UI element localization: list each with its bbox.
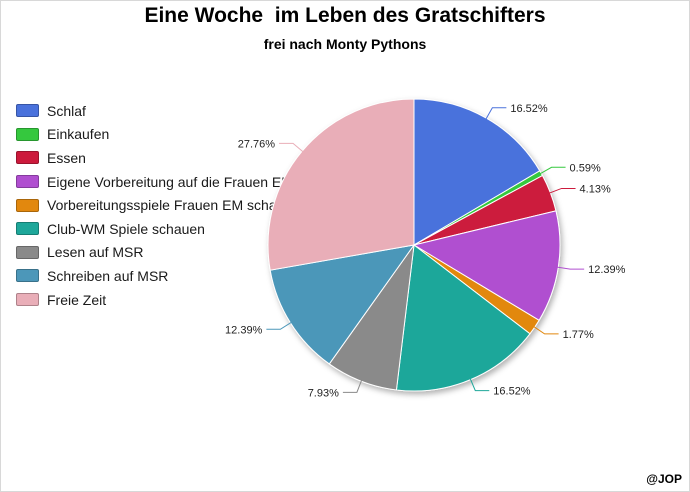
data-label: 12.39% — [588, 264, 626, 276]
legend-label: Vorbereitungsspiele Frauen EM schauen — [47, 197, 300, 214]
legend-label: Schlaf — [47, 102, 86, 119]
legend-label: Freie Zeit — [47, 291, 107, 308]
data-label: 16.52% — [510, 103, 548, 115]
leader-line — [484, 107, 507, 121]
leader-line — [539, 166, 566, 175]
data-label: 7.93% — [308, 387, 339, 399]
legend-item-vorbereitungsspiele-frauen-em-schauen[interactable]: Vorbereitungsspiele Frauen EM schauen — [16, 193, 300, 217]
chart-subtitle: frei nach Monty Pythons — [263, 36, 427, 52]
legend-item-schreiben-auf-msr[interactable]: Schreiben auf MSR — [16, 264, 300, 288]
legend-label: Eigene Vorbereitung auf die Frauen EM — [47, 173, 293, 190]
data-label: 4.13% — [580, 183, 611, 195]
data-label: 12.39% — [225, 324, 263, 336]
leader-line — [279, 142, 305, 153]
legend-item-einkaufen[interactable]: Einkaufen — [16, 123, 300, 147]
legend-swatch — [16, 127, 39, 141]
data-label: 0.59% — [570, 162, 601, 174]
legend-swatch — [16, 104, 39, 118]
legend-item-schlaf[interactable]: Schlaf — [16, 99, 300, 123]
legend-item-lesen-auf-msr[interactable]: Lesen auf MSR — [16, 241, 300, 265]
leader-line — [532, 325, 559, 335]
legend-label: Club-WM Spiele schauen — [47, 220, 205, 237]
legend-swatch — [16, 175, 39, 189]
legend-label: Einkaufen — [47, 126, 110, 143]
leader-line — [266, 321, 293, 330]
data-label: 27.76% — [238, 138, 276, 150]
legend-item-essen[interactable]: Essen — [16, 146, 300, 170]
pie-slice-freie-zeit[interactable] — [267, 98, 415, 271]
leader-line — [556, 266, 585, 270]
legend-swatch — [16, 151, 39, 165]
legend-item-eigene-vorbereitung-auf-die-frauen-em[interactable]: Eigene Vorbereitung auf die Frauen EM — [16, 170, 300, 194]
data-label: 16.52% — [493, 386, 531, 398]
legend: Schlaf Einkaufen Essen Eigene Vorbereitung … — [16, 99, 300, 311]
credit-label: @JOP — [646, 472, 682, 486]
legend-label: Schreiben auf MSR — [47, 267, 169, 284]
leader-line — [548, 187, 576, 194]
leader-line — [469, 377, 490, 392]
legend-item-club-wm-spiele-schauen[interactable]: Club-WM Spiele schauen — [16, 217, 300, 241]
legend-label: Essen — [47, 149, 86, 166]
data-label: 1.77% — [563, 329, 594, 341]
legend-label: Lesen auf MSR — [47, 244, 144, 261]
legend-swatch — [16, 293, 39, 307]
leader-line — [342, 379, 363, 393]
legend-swatch — [16, 245, 39, 259]
legend-swatch — [16, 222, 39, 236]
legend-swatch — [16, 269, 39, 283]
chart-title: Eine Woche im Leben des Gratschifters — [144, 4, 546, 27]
legend-item-freie-zeit[interactable]: Freie Zeit — [16, 288, 300, 312]
legend-swatch — [16, 198, 39, 212]
